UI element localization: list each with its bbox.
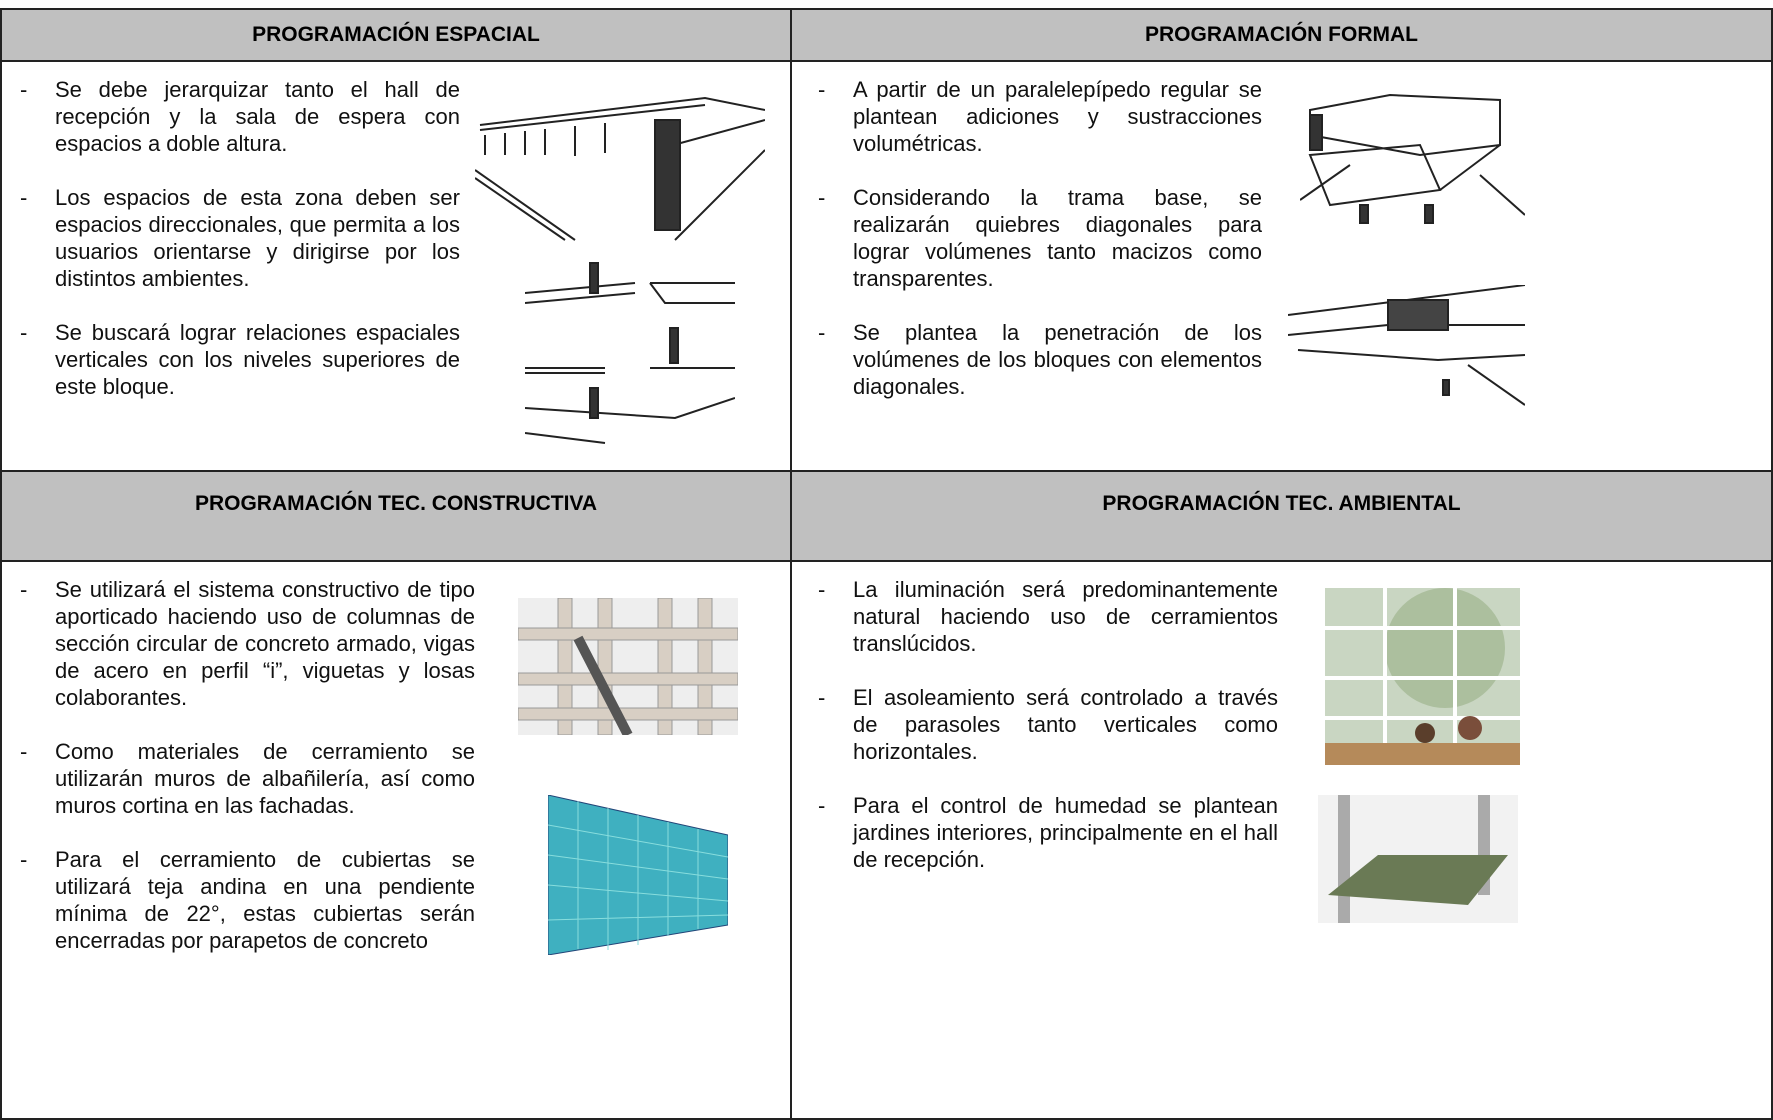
- header: PROGRAMACIÓN TEC. AMBIENTAL: [790, 470, 1773, 562]
- sketch: [1300, 93, 1525, 224]
- item: A partir de un paralelepípedo regular se…: [818, 76, 1262, 157]
- sketch: [518, 598, 738, 735]
- header: PROGRAMACIÓN ESPACIAL: [0, 8, 792, 62]
- item: Considerando la trama base, se realizará…: [818, 184, 1262, 292]
- section-title: PROGRAMACIÓN ESPACIAL: [252, 23, 540, 46]
- item: Se debe jerarquizar tanto el hall de rec…: [20, 76, 460, 157]
- item: Para el cerramiento de cubiertas se util…: [20, 846, 475, 954]
- list: Se debe jerarquizar tanto el hall de rec…: [20, 76, 460, 427]
- item: Se buscará lograr relaciones espaciales …: [20, 319, 460, 400]
- list: Se utilizará el sistema constructivo de …: [20, 576, 475, 981]
- header: PROGRAMACIÓN TEC. CONSTRUCTIVA: [0, 470, 792, 562]
- item: Se utilizará el sistema constructivo de …: [20, 576, 475, 711]
- sketch: [1318, 795, 1518, 923]
- sketch: [1288, 285, 1525, 406]
- sketch: [525, 262, 735, 444]
- sketch: [475, 96, 765, 241]
- list: A partir de un paralelepípedo regular se…: [818, 76, 1262, 427]
- photo: [1325, 588, 1520, 765]
- section-title: PROGRAMACIÓN TEC. AMBIENTAL: [1102, 492, 1461, 515]
- item: Como materiales de cerramiento se utiliz…: [20, 738, 475, 819]
- section-title: PROGRAMACIÓN TEC. CONSTRUCTIVA: [194, 492, 598, 515]
- item: La iluminación será predominantemente na…: [818, 576, 1278, 657]
- item: Para el control de humedad se plantean j…: [818, 792, 1278, 873]
- sketch: [548, 795, 728, 955]
- item: El asoleamiento será controlado a través…: [818, 684, 1278, 765]
- item: Se plantea la penetración de los volúmen…: [818, 319, 1262, 400]
- item: Los espacios de esta zona deben ser espa…: [20, 184, 460, 292]
- list: La iluminación será predominantemente na…: [818, 576, 1278, 900]
- section-title: PROGRAMACIÓN FORMAL: [1145, 23, 1418, 46]
- header: PROGRAMACIÓN FORMAL: [790, 8, 1773, 62]
